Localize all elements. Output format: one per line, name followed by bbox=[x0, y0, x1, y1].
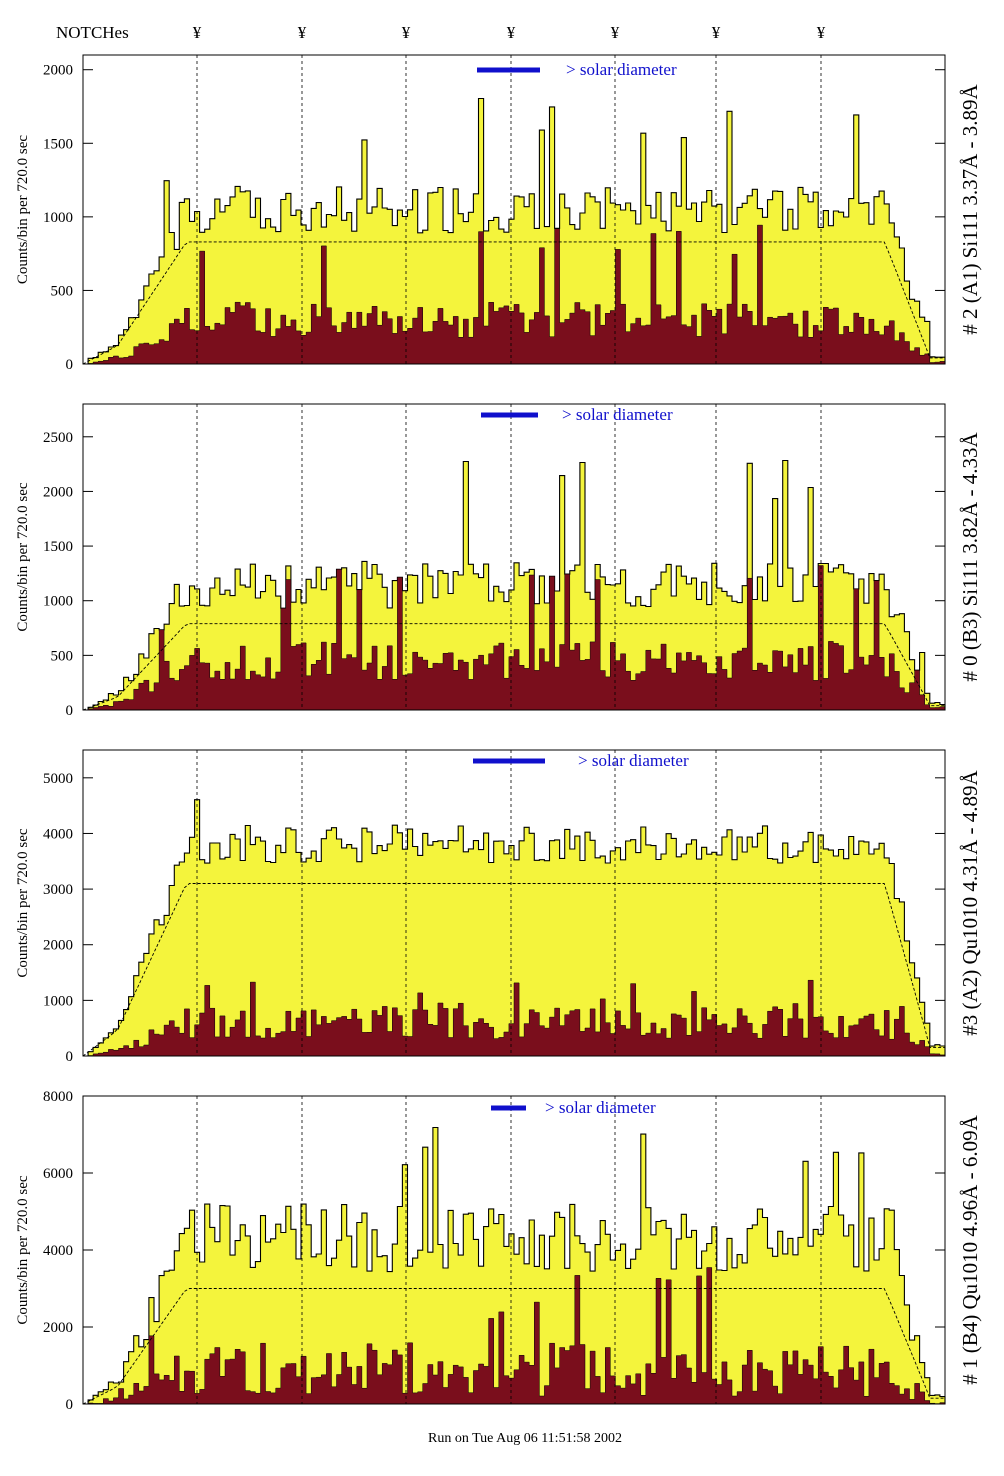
y-tick-label: 2000 bbox=[43, 484, 73, 500]
notches-title: NOTCHes bbox=[56, 23, 129, 42]
y-tick-label: 500 bbox=[51, 648, 74, 664]
notch-markers: ¥ ¥ ¥ ¥ ¥ ¥ ¥ bbox=[193, 23, 826, 42]
model-curve bbox=[82, 883, 945, 1057]
y-tick-label: 2000 bbox=[43, 938, 73, 954]
panel-label: #3 (A2) Qu1010 4.31Å - 4.89Å bbox=[958, 769, 982, 1035]
component-histogram bbox=[83, 979, 946, 1057]
notch-symbol: ¥ bbox=[507, 23, 516, 42]
y-tick-label: 0 bbox=[66, 703, 74, 719]
y-tick-label: 8000 bbox=[43, 1089, 73, 1105]
notch-symbol: ¥ bbox=[817, 23, 826, 42]
y-tick-label: 1500 bbox=[43, 136, 73, 152]
model-curve bbox=[82, 1288, 945, 1405]
solar-diameter-label: > solar diameter bbox=[545, 1098, 656, 1117]
y-axis-label: Counts/bin per 720.0 sec bbox=[15, 135, 31, 284]
y-tick-label: 2000 bbox=[43, 63, 73, 79]
panel-label: # 2 (A1) Si111 3.37Å - 3.89Å bbox=[958, 83, 982, 334]
run-timestamp: Run on Tue Aug 06 11:51:58 2002 bbox=[428, 1431, 622, 1446]
component-histogram bbox=[83, 1267, 946, 1405]
y-tick-label: 2500 bbox=[43, 430, 73, 446]
y-tick-label: 6000 bbox=[43, 1166, 73, 1182]
model-curve bbox=[82, 241, 945, 365]
y-tick-label: 4000 bbox=[43, 1243, 73, 1259]
y-tick-label: 2000 bbox=[43, 1320, 73, 1336]
y-tick-label: 1000 bbox=[43, 210, 73, 226]
y-tick-label: 3000 bbox=[43, 882, 73, 898]
y-tick-label: 1000 bbox=[43, 993, 73, 1009]
y-tick-label: 500 bbox=[51, 283, 74, 299]
y-tick-label: 1500 bbox=[43, 539, 73, 555]
solar-diameter-label: > solar diameter bbox=[562, 405, 673, 424]
panel-label: # 0 (B3) Si111 3.82Å - 4.33Å bbox=[958, 432, 982, 682]
y-tick-label: 4000 bbox=[43, 826, 73, 842]
plot-frame bbox=[82, 403, 946, 711]
spectrum-panel: 0 500 1000 1500 2000 2500 Counts/bin per 720.0… bbox=[15, 403, 982, 719]
y-tick-label: 5000 bbox=[43, 771, 73, 787]
solar-diameter-label: > solar diameter bbox=[578, 751, 689, 770]
notch-symbol: ¥ bbox=[712, 23, 721, 42]
y-tick-label: 0 bbox=[66, 357, 74, 373]
model-curve bbox=[82, 623, 945, 711]
y-axis-label: Counts/bin per 720.0 sec bbox=[15, 828, 31, 977]
notch-symbol: ¥ bbox=[193, 23, 202, 42]
total-histogram bbox=[83, 97, 946, 365]
component-histogram bbox=[83, 565, 946, 711]
panel-label: # 1 (B4) Qu1010 4.96Å - 6.09Å bbox=[958, 1114, 982, 1384]
y-tick-label: 0 bbox=[66, 1397, 74, 1413]
spectrum-panel: 0 1000 2000 3000 4000 5000 Counts/bin per 720.… bbox=[15, 749, 982, 1065]
notch-symbol: ¥ bbox=[402, 23, 411, 42]
spectrum-panel: 0 2000 4000 6000 8000 Counts/bin per 720.0 se… bbox=[15, 1089, 982, 1413]
y-axis-label: Counts/bin per 720.0 sec bbox=[15, 1175, 31, 1324]
spectrum-panel: 0 500 1000 1500 2000 Counts/bin per 720.0 sec… bbox=[15, 54, 982, 373]
total-histogram bbox=[83, 799, 946, 1057]
notch-symbol: ¥ bbox=[611, 23, 620, 42]
plot-frame bbox=[82, 54, 946, 365]
y-tick-label: 1000 bbox=[43, 594, 73, 610]
plot-frame bbox=[82, 749, 946, 1057]
chart-panels: 0 500 1000 1500 2000 Counts/bin per 720.0 sec… bbox=[15, 54, 982, 1413]
total-histogram bbox=[83, 1126, 946, 1405]
y-axis-label: Counts/bin per 720.0 sec bbox=[15, 482, 31, 631]
notch-symbol: ¥ bbox=[298, 23, 307, 42]
y-tick-label: 0 bbox=[66, 1049, 74, 1065]
component-histogram bbox=[83, 224, 946, 365]
solar-diameter-label: > solar diameter bbox=[566, 60, 677, 79]
